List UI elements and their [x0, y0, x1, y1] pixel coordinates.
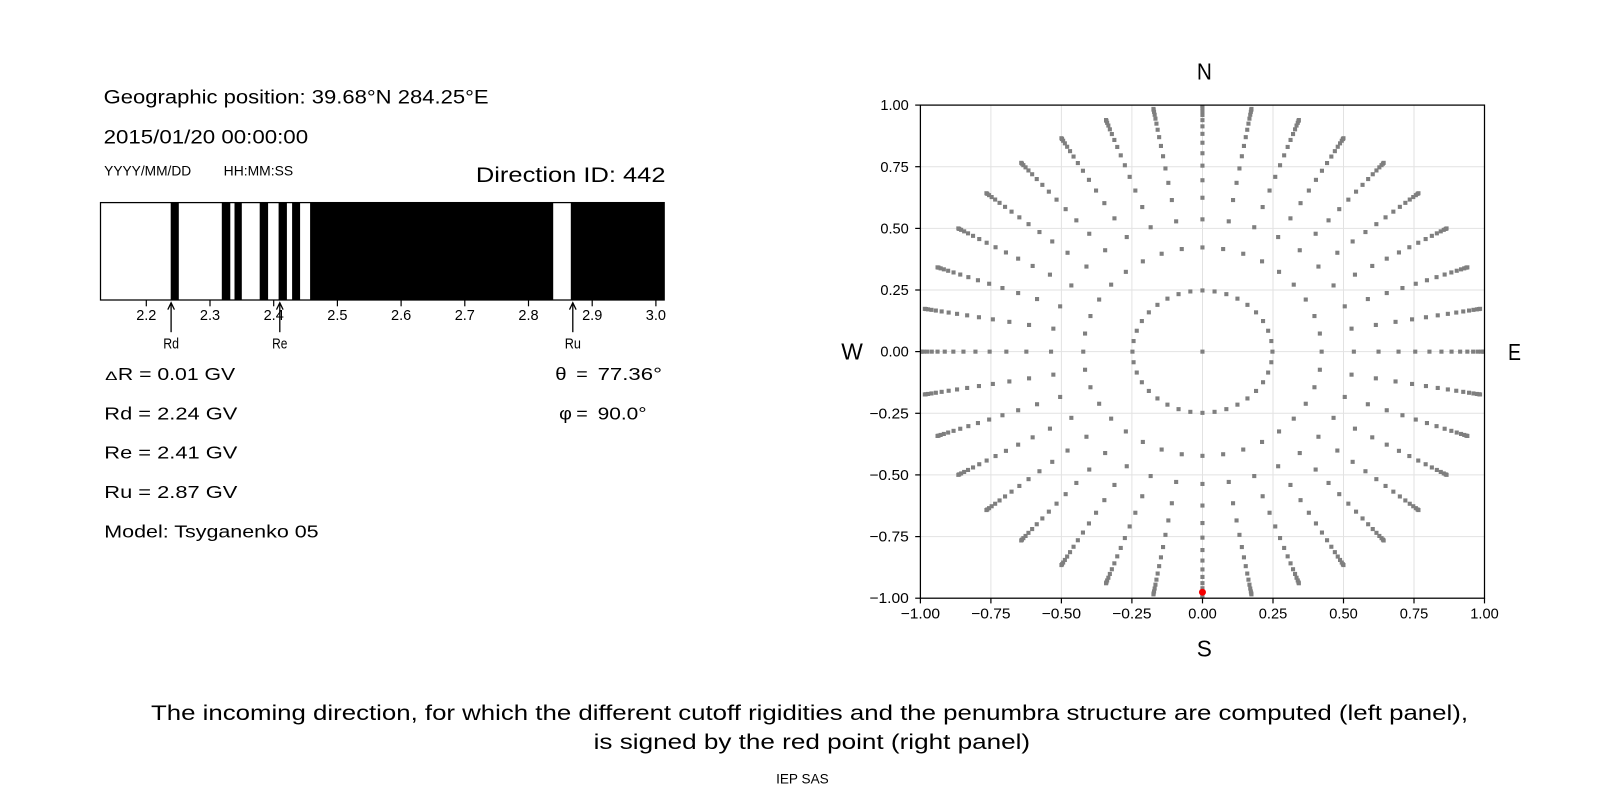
svg-text:Rd: Rd	[163, 336, 179, 352]
svg-text:The incoming direction, for wh: The incoming direction, for which the di…	[151, 701, 1468, 725]
svg-text:Re: Re	[272, 336, 287, 352]
svg-text:Ru = 2.87 GV: Ru = 2.87 GV	[104, 482, 237, 502]
svg-text:3.0: 3.0	[646, 308, 666, 324]
svg-text:Geographic position: 39.68°N 2: Geographic position: 39.68°N 284.25°E	[104, 86, 489, 108]
svg-text:−0.50: −0.50	[869, 468, 908, 484]
svg-text:2.7: 2.7	[455, 308, 475, 324]
svg-text:0.25: 0.25	[880, 283, 908, 299]
svg-text:IEP SAS: IEP SAS	[776, 772, 829, 788]
svg-text:0.00: 0.00	[1188, 606, 1216, 622]
svg-text:2.6: 2.6	[391, 308, 411, 324]
svg-text:HH:MM:SS: HH:MM:SS	[224, 164, 293, 179]
svg-text:Model: Tsyganenko 05: Model: Tsyganenko 05	[104, 521, 318, 541]
svg-text:E: E	[1508, 339, 1521, 365]
svg-text:2.4: 2.4	[264, 308, 284, 324]
svg-text:1.00: 1.00	[1470, 606, 1498, 622]
svg-text:0.00: 0.00	[880, 345, 908, 361]
svg-text:Ru: Ru	[565, 336, 581, 352]
svg-text:−0.50: −0.50	[1042, 606, 1081, 622]
svg-text:1.00: 1.00	[880, 98, 908, 114]
svg-text:θ: θ	[555, 364, 566, 384]
svg-text:=: =	[576, 403, 588, 423]
svg-text:2.8: 2.8	[518, 308, 538, 324]
svg-text:77.36°: 77.36°	[598, 364, 662, 384]
svg-text:−1.00: −1.00	[901, 606, 940, 622]
svg-text:0.50: 0.50	[880, 221, 908, 237]
svg-text:−0.75: −0.75	[869, 530, 908, 546]
svg-text:−0.75: −0.75	[971, 606, 1010, 622]
svg-text:−0.25: −0.25	[1112, 606, 1151, 622]
svg-text:−1.00: −1.00	[869, 591, 908, 607]
svg-text:Δ: Δ	[105, 369, 118, 383]
svg-text:W: W	[841, 339, 863, 365]
svg-text:φ: φ	[559, 403, 572, 423]
svg-text:is signed by the red point (ri: is signed by the red point (right panel)	[594, 730, 1031, 754]
svg-text:YYYY/MM/DD: YYYY/MM/DD	[104, 164, 191, 179]
svg-text:0.25: 0.25	[1259, 606, 1287, 622]
svg-text:Direction ID: 442: Direction ID: 442	[476, 164, 666, 187]
svg-text:Re = 2.41 GV: Re = 2.41 GV	[104, 443, 237, 463]
svg-text:2.3: 2.3	[200, 308, 220, 324]
svg-text:2015/01/20 00:00:00: 2015/01/20 00:00:00	[104, 127, 309, 149]
svg-text:R = 0.01 GV: R = 0.01 GV	[118, 364, 235, 384]
svg-text:0.50: 0.50	[1329, 606, 1357, 622]
svg-text:S: S	[1197, 635, 1212, 661]
svg-text:2.9: 2.9	[582, 308, 602, 324]
svg-text:=: =	[576, 364, 588, 384]
svg-text:2.2: 2.2	[136, 308, 156, 324]
svg-text:0.75: 0.75	[1400, 606, 1428, 622]
svg-text:2.5: 2.5	[327, 308, 347, 324]
svg-text:0.75: 0.75	[880, 160, 908, 176]
svg-text:Rd = 2.24 GV: Rd = 2.24 GV	[104, 403, 237, 423]
svg-text:−0.25: −0.25	[869, 406, 908, 422]
svg-text:N: N	[1197, 59, 1212, 85]
svg-text:90.0°: 90.0°	[598, 403, 647, 423]
